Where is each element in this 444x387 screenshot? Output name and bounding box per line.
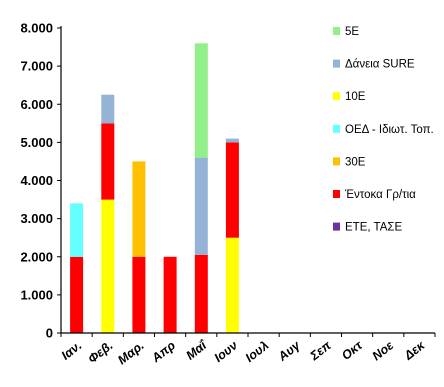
legend-label: 10Ε (345, 91, 366, 103)
legend-swatch (333, 92, 340, 101)
legend-label: 30Ε (345, 156, 366, 168)
legend-item: ΕΤΕ, ΤΑΣΕ (333, 222, 402, 234)
bar-segment (101, 123, 115, 200)
bar-segment (194, 254, 208, 333)
bar-segment (225, 138, 239, 143)
bar-segment (163, 256, 177, 334)
bar-segment (225, 237, 239, 333)
bar-segment (132, 161, 146, 257)
x-tick-label: Απρ (148, 338, 178, 366)
bar-segment (101, 94, 115, 124)
bar-segment (101, 199, 115, 333)
legend-label: Δάνεια SURE (345, 59, 415, 71)
legend-item: 10Ε (333, 91, 366, 103)
legend-swatch (333, 190, 340, 198)
bar-segment (194, 43, 208, 158)
x-tick-label: Ιουν (212, 338, 241, 365)
y-tick-label: 6.000 (20, 97, 53, 112)
legend-item: Έντοκα Γρ/τια (333, 189, 416, 201)
x-tick-label: Οκτ (339, 338, 366, 363)
x-tick-label: Δεκ (401, 338, 428, 363)
x-tick-label: Αυγ (275, 338, 304, 365)
legend-item: 30Ε (333, 156, 366, 168)
bar-segment (194, 157, 208, 255)
legend-swatch (333, 59, 340, 68)
legend-swatch (333, 157, 340, 166)
legend-label: 5Ε (345, 26, 359, 38)
legend-item: ΟΕΔ - Ιδιωτ. Τοπ. (333, 124, 434, 136)
x-tick-label: Νοε (370, 338, 397, 364)
bar-segment (225, 142, 239, 238)
y-tick-label: 5.000 (20, 135, 53, 150)
y-tick-label: 2.000 (20, 249, 53, 264)
legend-item: 5Ε (333, 26, 359, 38)
y-tick-label: 3.000 (20, 211, 53, 226)
legend-layer: 5Ε Δάνεια SURE 10Ε ΟΕΔ - Ιδιωτ. Τοπ. 30Ε Έντο… (333, 26, 434, 234)
y-tick-label: 0 (46, 326, 53, 341)
x-tick-label: Μαρ. (115, 338, 147, 367)
legend-swatch (333, 27, 340, 35)
bar-segment (70, 203, 84, 257)
legend-item: Δάνεια SURE (333, 59, 415, 71)
legend-label: ΕΤΕ, ΤΑΣΕ (345, 222, 402, 234)
bar-segment (132, 256, 146, 334)
bars-layer (70, 43, 239, 334)
x-tick-label: Μαΐ (183, 337, 210, 362)
y-tick-label: 8.000 (20, 21, 53, 36)
x-tick-label: Σεπ (307, 338, 335, 364)
x-tick-label: Φεβ. (85, 338, 115, 366)
bar-segment (70, 256, 84, 334)
legend-label: ΟΕΔ - Ιδιωτ. Τοπ. (345, 124, 434, 136)
x-tick-label: Ιαν. (59, 338, 85, 362)
legend-swatch (333, 222, 340, 231)
legend-swatch (333, 124, 340, 133)
y-tick-label: 7.000 (20, 59, 53, 74)
legend-label: Έντοκα Γρ/τια (344, 189, 416, 201)
y-tick-label: 4.000 (20, 173, 53, 188)
x-tick-label: Ιουλ (243, 338, 272, 365)
y-tick-label: 1.000 (20, 287, 53, 302)
